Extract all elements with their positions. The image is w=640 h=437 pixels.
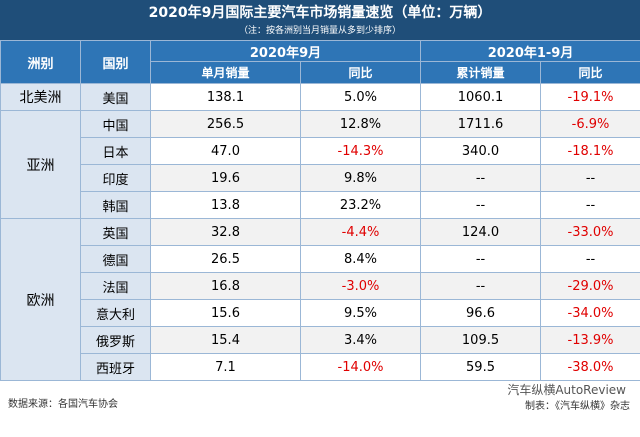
cell: -19.1% xyxy=(540,83,640,111)
cell: 138.1 xyxy=(150,83,301,111)
cell: 23.2% xyxy=(299,191,422,219)
data-row: 法国 16.8 -3.0% -- -29.0% xyxy=(1,272,640,300)
data-row: 意大利 15.6 9.5% 96.6 -34.0% xyxy=(1,299,640,327)
header-row: 洲别 国别 2020年9月 2020年1-9月 xyxy=(0,40,640,84)
side-header: 洲别 xyxy=(0,40,81,84)
cell: 109.5 xyxy=(420,326,542,354)
cell: -- xyxy=(420,245,542,273)
country: 西班牙 xyxy=(80,353,151,381)
cell: -- xyxy=(540,245,640,273)
cell: 9.8% xyxy=(299,164,422,192)
cell: 32.8 xyxy=(150,218,301,246)
cell: 13.8 xyxy=(150,191,301,219)
cell: -14.0% xyxy=(299,353,422,381)
cell: -13.9% xyxy=(540,326,640,354)
cell: 1060.1 xyxy=(420,83,542,111)
cell: 12.8% xyxy=(299,110,422,138)
country: 英国 xyxy=(80,218,151,246)
cell: 15.6 xyxy=(150,299,301,327)
country: 韩国 xyxy=(80,191,151,219)
data-row: 德国 26.5 8.4% -- -- xyxy=(1,245,640,273)
column-header: 同比 xyxy=(299,61,422,84)
cell: -- xyxy=(540,191,640,219)
cell: -29.0% xyxy=(540,272,640,300)
data-row: 欧洲 英国 32.8 -4.4% 124.0 -33.0% xyxy=(0,218,640,381)
continent: 欧洲 xyxy=(0,218,81,381)
cell: 47.0 xyxy=(150,137,301,165)
continent: 北美洲 xyxy=(0,83,81,111)
cell: -14.3% xyxy=(299,137,422,165)
title: 2020年9月国际主要汽车市场销量速览（单位：万辆） xyxy=(148,5,492,21)
country: 日本 xyxy=(80,137,151,165)
cell: 124.0 xyxy=(420,218,542,246)
column-header: 单月销量 xyxy=(150,61,301,84)
country: 中国 xyxy=(80,110,151,138)
cell: 26.5 xyxy=(150,245,301,273)
data-row: 俄罗斯 15.4 3.4% 109.5 -13.9% xyxy=(1,326,640,354)
country: 印度 xyxy=(80,164,151,192)
country: 德国 xyxy=(80,245,151,273)
country: 俄罗斯 xyxy=(80,326,151,354)
sales-table: 洲别 国别 2020年9月 2020年1-9月 单月销量 同比 累计销量 同比 北美洲 美国 138… xyxy=(0,40,640,381)
cell: 1711.6 xyxy=(420,110,542,138)
data-row: 印度 19.6 9.8% -- -- xyxy=(1,164,640,192)
cell: 9.5% xyxy=(299,299,422,327)
cell: 59.5 xyxy=(420,353,542,381)
cell: 19.6 xyxy=(150,164,301,192)
maker: 制表：《汽车纵横》杂志 xyxy=(525,401,630,412)
data-row: 韩国 13.8 23.2% -- -- xyxy=(1,191,640,219)
column-header: 累计销量 xyxy=(420,61,542,84)
subtitle: （注：按各洲别当月销量从多到少排序） xyxy=(238,26,401,36)
cell: -6.9% xyxy=(540,110,640,138)
cell: -18.1% xyxy=(540,137,640,165)
cell: -- xyxy=(420,191,542,219)
column-header: 同比 xyxy=(540,61,640,84)
source: 数据来源：各国汽车协会 xyxy=(8,399,118,410)
group-header: 2020年1-9月 xyxy=(420,40,640,62)
cell: -3.0% xyxy=(299,272,422,300)
cell: 256.5 xyxy=(150,110,301,138)
cell: 3.4% xyxy=(299,326,422,354)
cell: 16.8 xyxy=(150,272,301,300)
country: 美国 xyxy=(80,83,151,111)
cell: 15.4 xyxy=(150,326,301,354)
side-header: 国别 xyxy=(80,40,151,84)
cell: 8.4% xyxy=(299,245,422,273)
footer: 数据来源：各国汽车协会 汽车纵横AutoReview 制表：《汽车纵横》杂志 xyxy=(0,381,640,412)
data-row: 西班牙 7.1 -14.0% 59.5 -38.0% xyxy=(1,353,640,381)
watermark: 汽车纵横AutoReview xyxy=(507,383,626,397)
header-row: 单月销量 同比 累计销量 同比 xyxy=(1,61,640,84)
continent: 亚洲 xyxy=(0,110,81,219)
cell: 96.6 xyxy=(420,299,542,327)
country: 法国 xyxy=(80,272,151,300)
cell: -- xyxy=(420,272,542,300)
cell: -38.0% xyxy=(540,353,640,381)
cell: -- xyxy=(420,164,542,192)
cell: -34.0% xyxy=(540,299,640,327)
cell: 5.0% xyxy=(299,83,422,111)
country: 意大利 xyxy=(80,299,151,327)
data-row: 亚洲 中国 256.5 12.8% 1711.6 -6.9% xyxy=(0,110,640,219)
cell: 7.1 xyxy=(150,353,301,381)
data-row: 日本 47.0 -14.3% 340.0 -18.1% xyxy=(1,137,640,165)
cell: -33.0% xyxy=(540,218,640,246)
cell: -- xyxy=(540,164,640,192)
title-bar: 2020年9月国际主要汽车市场销量速览（单位：万辆） （注：按各洲别当月销量从多… xyxy=(0,0,640,40)
data-row: 北美洲 美国 138.1 5.0% 1060.1 -19.1% xyxy=(0,83,640,111)
cell: 340.0 xyxy=(420,137,542,165)
group-header: 2020年9月 xyxy=(149,40,422,62)
cell: -4.4% xyxy=(299,218,422,246)
